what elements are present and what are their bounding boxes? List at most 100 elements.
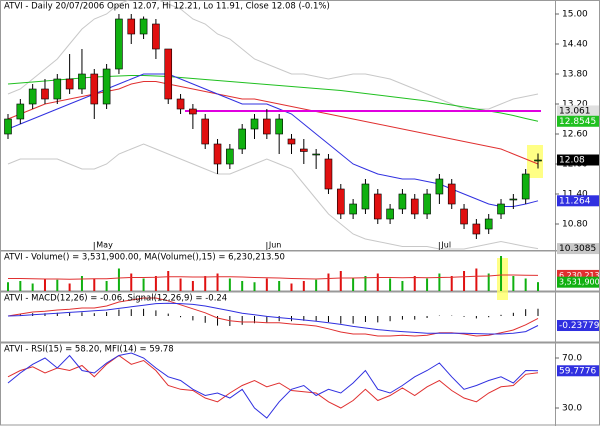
volume-bar — [68, 283, 71, 291]
value-tag — [557, 195, 599, 207]
value-tag-label: 13.061 — [559, 106, 591, 116]
volume-bar — [512, 276, 515, 291]
candle-body — [65, 78, 74, 90]
x-tick-label: May — [96, 241, 113, 250]
volume-bar — [426, 278, 429, 291]
candle-body — [4, 118, 12, 135]
rsi-panel — [0, 342, 600, 426]
volume-bar — [56, 279, 59, 291]
x-tick-label: Jun — [268, 241, 282, 250]
y-tick-label: 13.20 — [562, 100, 588, 110]
volume-bar — [191, 281, 194, 291]
candle-body — [373, 193, 382, 220]
volume-bar — [204, 276, 207, 291]
value-tag-label: 3,531,900 — [559, 278, 600, 287]
candle-body — [300, 148, 308, 152]
x-tick-label: Jul — [440, 241, 451, 250]
candle-body — [78, 73, 86, 90]
candle-body — [238, 128, 246, 150]
y-tick-label: 10.80 — [562, 220, 588, 230]
volume-bar — [352, 278, 355, 291]
candle-body — [90, 73, 99, 105]
volume-bar — [19, 281, 22, 291]
candle-body — [361, 183, 370, 210]
candle-body — [102, 68, 111, 105]
candle-body — [509, 198, 518, 201]
candle-body — [226, 148, 234, 165]
candle-body — [275, 118, 283, 135]
volume-bar — [463, 271, 466, 291]
volume-bar — [537, 282, 539, 291]
volume-bar — [450, 276, 453, 291]
candle-body — [53, 78, 62, 100]
price-panel — [0, 0, 600, 251]
volume-bar — [154, 276, 157, 291]
candle-body — [398, 193, 407, 210]
y-tick-label: 15.00 — [562, 10, 588, 20]
volume-bar — [179, 278, 182, 291]
volume-bar — [278, 281, 281, 291]
volume-bar — [130, 273, 133, 291]
volume-bar — [7, 282, 9, 291]
value-tag — [557, 105, 599, 117]
y-tick-label: 70.0 — [562, 354, 582, 364]
chart-title: ATVI - Daily 20/07/2006 Open 12.07, Hi 1… — [4, 2, 330, 12]
candle-body — [139, 18, 148, 35]
y-tick-label: 11.40 — [562, 190, 588, 200]
volume-bar — [327, 273, 330, 291]
volume-bar — [142, 278, 145, 291]
volume-bar — [228, 278, 231, 291]
volume-bar — [339, 271, 342, 291]
volume-ma-line — [8, 274, 539, 280]
candle-body — [521, 173, 530, 200]
value-tag — [557, 269, 599, 281]
panel-plot — [4, 0, 542, 250]
candle-body — [213, 143, 222, 165]
volume-bar — [500, 256, 503, 291]
candle-body — [484, 218, 493, 230]
candle-body — [312, 153, 320, 156]
indicator-line — [7, 354, 539, 409]
candle-body — [447, 183, 456, 205]
candle-body — [115, 18, 123, 70]
y-tick-label: 14.40 — [562, 40, 588, 50]
candle-body — [410, 198, 419, 215]
value-tag-label: 11.264 — [559, 196, 591, 206]
value-tag — [557, 365, 599, 377]
candle-body — [152, 23, 160, 50]
value-tag-label: 12.8545 — [559, 117, 596, 127]
volume-bar — [253, 282, 256, 291]
value-tag-label: -0.23779 — [559, 321, 600, 331]
candle-body — [28, 88, 37, 105]
y-tick-label: 30.0 — [562, 404, 582, 414]
volume-bar — [401, 281, 404, 291]
value-tag-label: 59.7776 — [559, 366, 596, 376]
highlight — [497, 258, 508, 300]
value-tag-label: 12.08 — [559, 156, 585, 166]
rsi-title: ATVI - RSI(15) = 58.20, MFI(14) = 59.78 — [4, 345, 174, 355]
volume-bar — [117, 268, 120, 291]
candle-body — [287, 138, 296, 145]
volume-bar — [31, 283, 34, 291]
volume-bar — [376, 273, 379, 291]
candle-body — [534, 159, 542, 162]
volume-bar — [241, 281, 244, 291]
value-tag — [557, 276, 599, 288]
volume-bar — [265, 278, 268, 291]
panel-plot — [7, 352, 539, 419]
highlight — [527, 145, 543, 178]
candle-body — [386, 208, 394, 220]
volume-bar — [364, 276, 367, 291]
candle-body — [201, 118, 210, 145]
macd-title: ATVI - MACD(12,26) = -0.06, Signal(12,26… — [4, 294, 227, 304]
value-tag — [557, 320, 599, 332]
candle-body — [164, 48, 173, 100]
candle-body — [435, 178, 444, 195]
volume-bar — [216, 273, 219, 291]
candle-body — [16, 103, 25, 120]
candle-body — [497, 203, 505, 215]
panel-plot — [7, 297, 539, 337]
value-tag-label: 6,230,213 — [559, 271, 600, 280]
volume-bar — [167, 271, 170, 291]
